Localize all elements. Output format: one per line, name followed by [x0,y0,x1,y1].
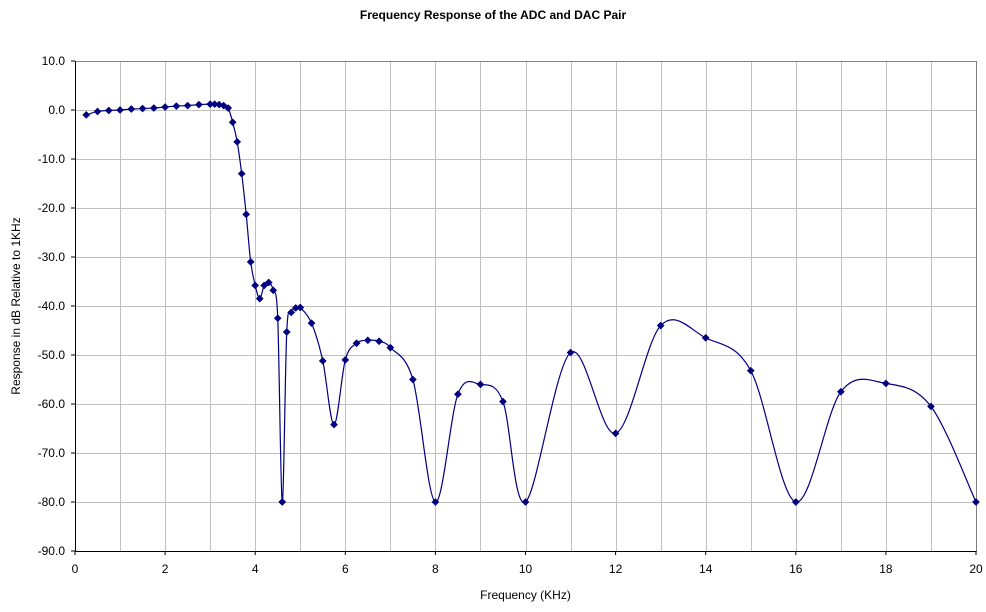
data-point [408,375,417,384]
y-axis-title: Response in dB Relative to 1KHz [9,217,23,394]
data-point [611,429,620,438]
data-point [251,281,260,290]
data-point [215,100,224,109]
x-axis-title: Frequency (KHz) [480,588,571,602]
series-line [86,103,977,503]
y-tick-label: 0.0 [48,103,65,117]
data-point [194,100,203,109]
data-point [836,387,845,396]
data-point [330,420,338,429]
y-tick-label: -20.0 [38,201,66,215]
chart-title: Frequency Response of the ADC and DAC Pa… [359,8,627,22]
x-tick-label: 2 [162,562,169,576]
x-tick-label: 8 [432,562,439,576]
data-point [972,498,980,506]
x-tick-label: 6 [342,562,349,576]
x-tick-label: 14 [699,562,713,576]
data-point [246,257,255,266]
tick-labels: 0 2 4 6 8 10 12 14 16 18 20 10.0 0.0 -10.0 -20.0 -30.0 -… [38,54,983,576]
data-point [273,314,282,323]
y-tick-label: -50.0 [38,348,66,362]
data-point [237,169,246,178]
data-point [264,278,273,287]
x-tick-label: 4 [252,562,259,576]
data-point [566,348,575,357]
data-point [341,355,350,364]
plot-frame [71,60,977,555]
data-point [149,104,158,112]
x-tick-label: 16 [789,562,803,576]
y-tick-label: -40.0 [38,299,66,313]
data-point [746,366,755,375]
data-point [791,498,800,506]
data-point [233,137,242,146]
data-point [287,308,296,317]
data-point [93,107,102,116]
data-point [161,103,170,112]
y-tick-label: -70.0 [38,446,66,460]
data-point [224,104,233,112]
data-point [881,379,890,388]
data-point [521,498,530,506]
y-tick-label: -10.0 [38,152,66,166]
x-tick-label: 20 [969,562,983,576]
data-point [499,397,507,406]
data-point [318,356,327,365]
data-point [363,336,372,345]
data-point [82,110,91,119]
y-tick-label: -30.0 [38,250,66,264]
data-point [242,210,251,219]
y-tick-label: 10.0 [42,54,66,68]
data-point [255,294,264,303]
data-point [269,286,278,295]
data-point [926,402,935,411]
x-tick-label: 0 [72,562,79,576]
data-point [138,104,147,113]
data-point [183,101,192,110]
series-line-layer [86,103,977,503]
data-point [116,106,125,114]
y-tick-label: -60.0 [38,397,66,411]
x-tick-label: 12 [609,562,623,576]
data-point [307,319,316,328]
x-tick-label: 10 [519,562,533,576]
y-tick-label: -90.0 [38,544,66,558]
data-point [386,343,395,352]
grid-lines [75,61,977,552]
data-point [352,339,361,348]
data-point [375,337,384,346]
data-markers [82,100,980,506]
data-point [172,102,181,111]
data-point [656,321,665,330]
y-tick-label: -80.0 [38,495,66,509]
data-point [431,498,440,506]
data-point [127,105,136,113]
data-point [701,333,710,342]
data-point [453,390,462,399]
x-tick-label: 18 [879,562,893,576]
data-point [278,498,287,506]
data-point [296,303,305,312]
data-point [476,380,485,389]
data-point [228,118,237,127]
data-point [282,328,291,336]
data-point [104,106,113,115]
